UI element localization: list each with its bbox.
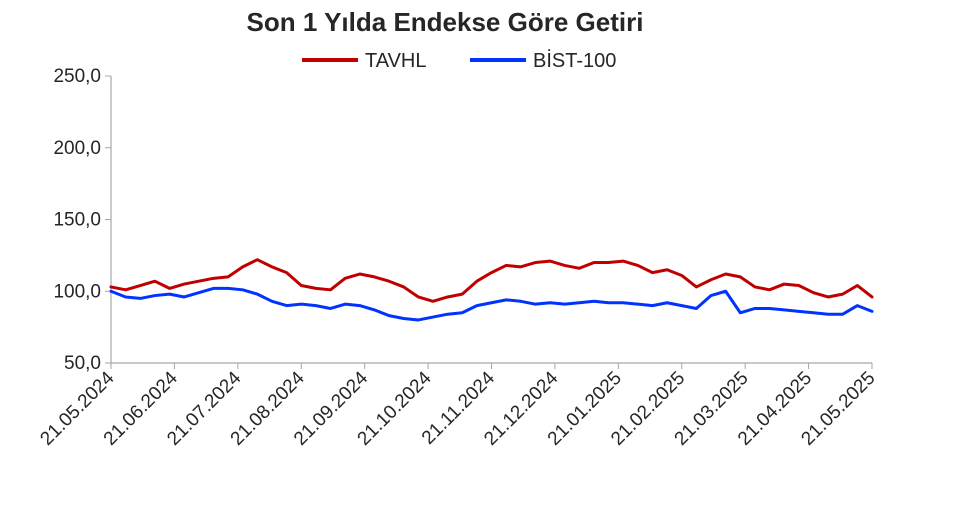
- legend: TAVHL BİST-100: [302, 49, 616, 72]
- chart-title: Son 1 Yılda Endekse Göre Getiri: [247, 7, 644, 37]
- y-axis-ticks: 50,0 100,0 150,0 200,0 250,0: [53, 66, 111, 374]
- y-tick-label: 200,0: [53, 138, 101, 159]
- legend-label-bist100: BİST-100: [533, 49, 616, 72]
- y-tick-label: 50,0: [64, 353, 101, 374]
- series-line-bist100: [109, 286, 874, 322]
- series-line-tavhl: [109, 258, 874, 303]
- series-lines: [109, 258, 874, 322]
- legend-label-tavhl: TAVHL: [365, 50, 427, 72]
- x-axis-ticks: 21.05.202421.06.202421.07.202421.08.2024…: [36, 363, 880, 450]
- axes: [110, 76, 872, 364]
- y-tick-label: 250,0: [53, 66, 101, 87]
- y-tick-label: 100,0: [53, 281, 101, 302]
- y-tick-label: 150,0: [53, 210, 101, 231]
